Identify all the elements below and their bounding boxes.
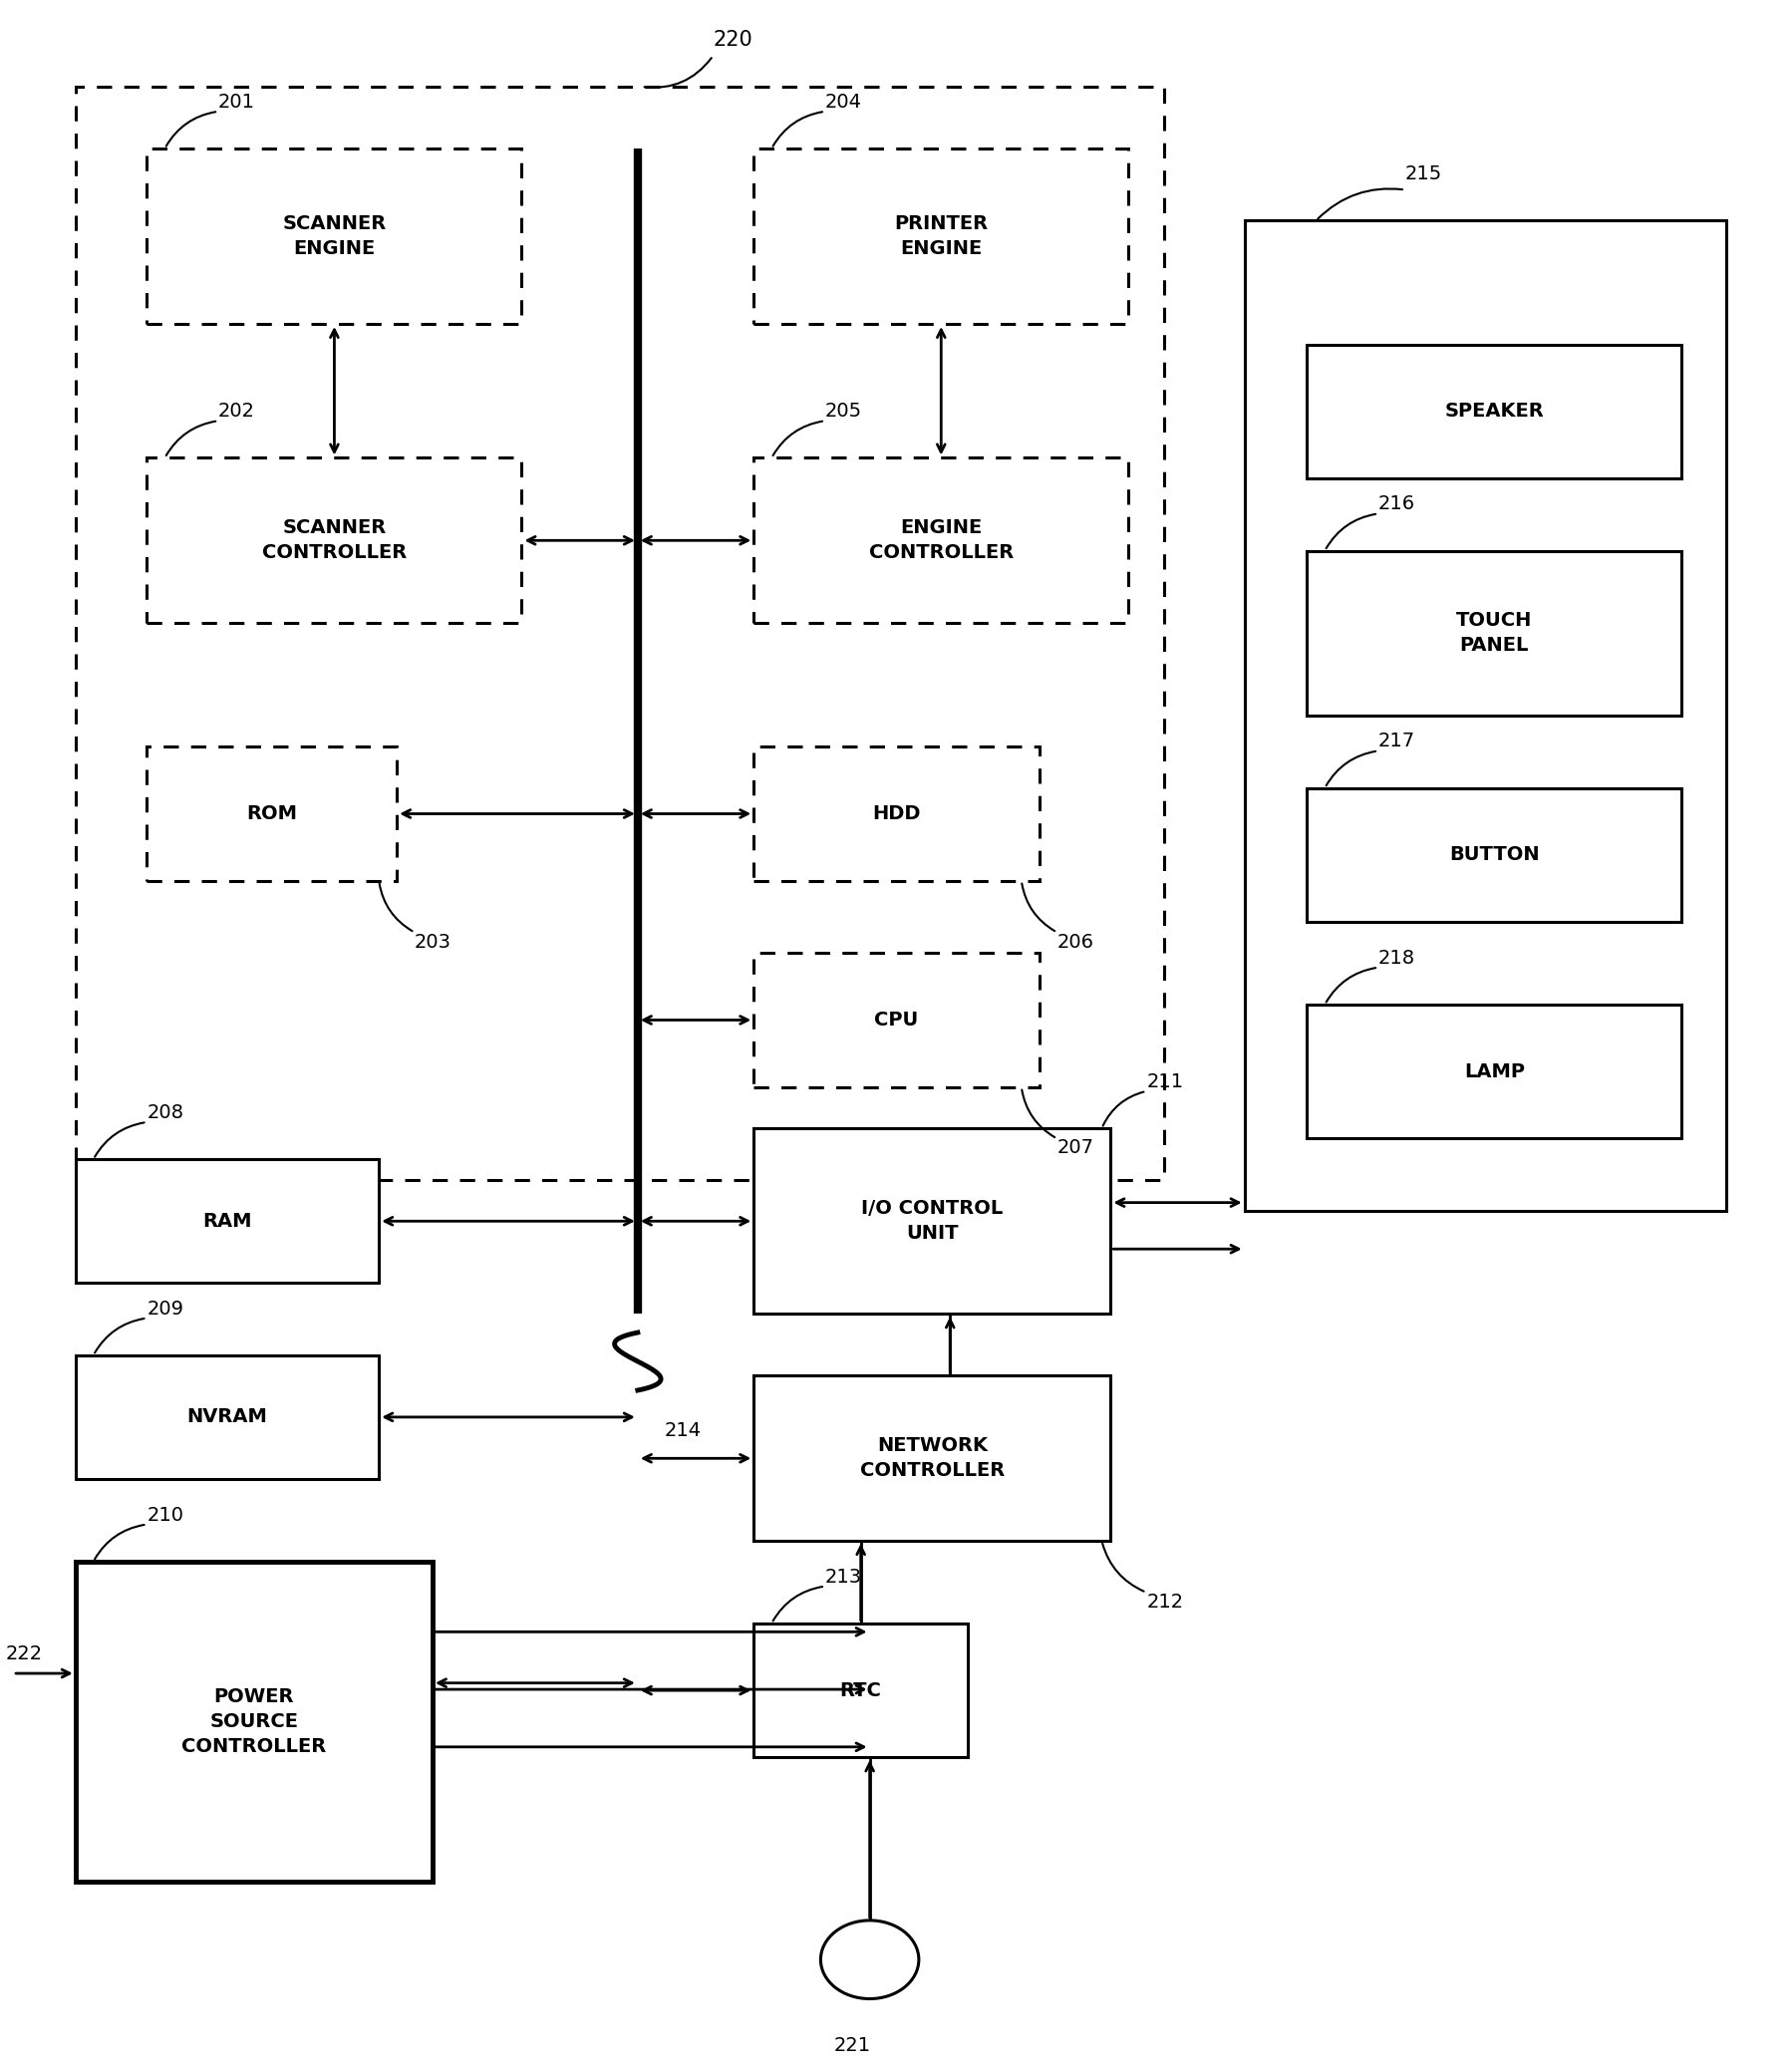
Bar xyxy=(753,1375,1109,1541)
Bar xyxy=(753,1129,1109,1313)
Text: BUTTON: BUTTON xyxy=(1448,845,1539,864)
Text: 217: 217 xyxy=(1378,731,1414,752)
Bar xyxy=(1306,551,1681,717)
Text: 214: 214 xyxy=(665,1421,701,1439)
Text: PRINTER
ENGINE: PRINTER ENGINE xyxy=(894,213,987,259)
Text: I/O CONTROL
UNIT: I/O CONTROL UNIT xyxy=(860,1199,1002,1243)
Text: NVRAM: NVRAM xyxy=(186,1408,267,1427)
Text: SCANNER
ENGINE: SCANNER ENGINE xyxy=(281,213,385,259)
Bar xyxy=(147,149,521,323)
Text: 216: 216 xyxy=(1378,495,1414,514)
Bar xyxy=(1306,344,1681,478)
Text: 203: 203 xyxy=(414,932,452,951)
Text: 210: 210 xyxy=(147,1506,185,1524)
Text: 204: 204 xyxy=(824,93,862,112)
Text: 220: 220 xyxy=(713,29,753,50)
Bar xyxy=(75,1160,378,1284)
Text: NETWORK
CONTROLLER: NETWORK CONTROLLER xyxy=(860,1437,1004,1481)
Bar xyxy=(753,149,1127,323)
Bar xyxy=(147,458,521,623)
Bar xyxy=(1244,222,1726,1212)
Text: ENGINE
CONTROLLER: ENGINE CONTROLLER xyxy=(869,518,1012,563)
Text: 205: 205 xyxy=(824,402,862,420)
Text: SPEAKER: SPEAKER xyxy=(1444,402,1543,420)
Bar xyxy=(75,1562,432,1880)
Bar xyxy=(1306,1004,1681,1139)
Bar xyxy=(753,748,1039,880)
Text: 208: 208 xyxy=(147,1104,185,1122)
Text: CPU: CPU xyxy=(874,1011,918,1029)
Text: 202: 202 xyxy=(219,402,254,420)
Text: SCANNER
CONTROLLER: SCANNER CONTROLLER xyxy=(262,518,407,563)
Text: LAMP: LAMP xyxy=(1462,1062,1523,1081)
Bar xyxy=(147,748,396,880)
Text: POWER
SOURCE
CONTROLLER: POWER SOURCE CONTROLLER xyxy=(181,1688,326,1756)
Text: 201: 201 xyxy=(219,93,254,112)
Bar xyxy=(753,1624,968,1758)
Text: HDD: HDD xyxy=(873,804,919,824)
Text: 221: 221 xyxy=(833,2036,869,2054)
Bar xyxy=(75,1354,378,1479)
Text: 215: 215 xyxy=(1405,166,1441,184)
Text: 211: 211 xyxy=(1145,1073,1183,1091)
Bar xyxy=(753,458,1127,623)
Text: RAM: RAM xyxy=(202,1212,251,1230)
Text: TOUCH
PANEL: TOUCH PANEL xyxy=(1455,611,1532,654)
Text: 213: 213 xyxy=(824,1568,862,1586)
Text: 207: 207 xyxy=(1057,1139,1093,1158)
Text: 209: 209 xyxy=(147,1299,185,1317)
Bar xyxy=(75,87,1163,1180)
Text: 218: 218 xyxy=(1378,949,1414,967)
Text: 222: 222 xyxy=(5,1644,43,1663)
Bar xyxy=(1306,787,1681,922)
Bar xyxy=(753,953,1039,1087)
Text: 212: 212 xyxy=(1145,1593,1183,1611)
Text: 206: 206 xyxy=(1057,932,1093,951)
Text: RTC: RTC xyxy=(839,1682,882,1700)
Text: ROM: ROM xyxy=(246,804,297,824)
